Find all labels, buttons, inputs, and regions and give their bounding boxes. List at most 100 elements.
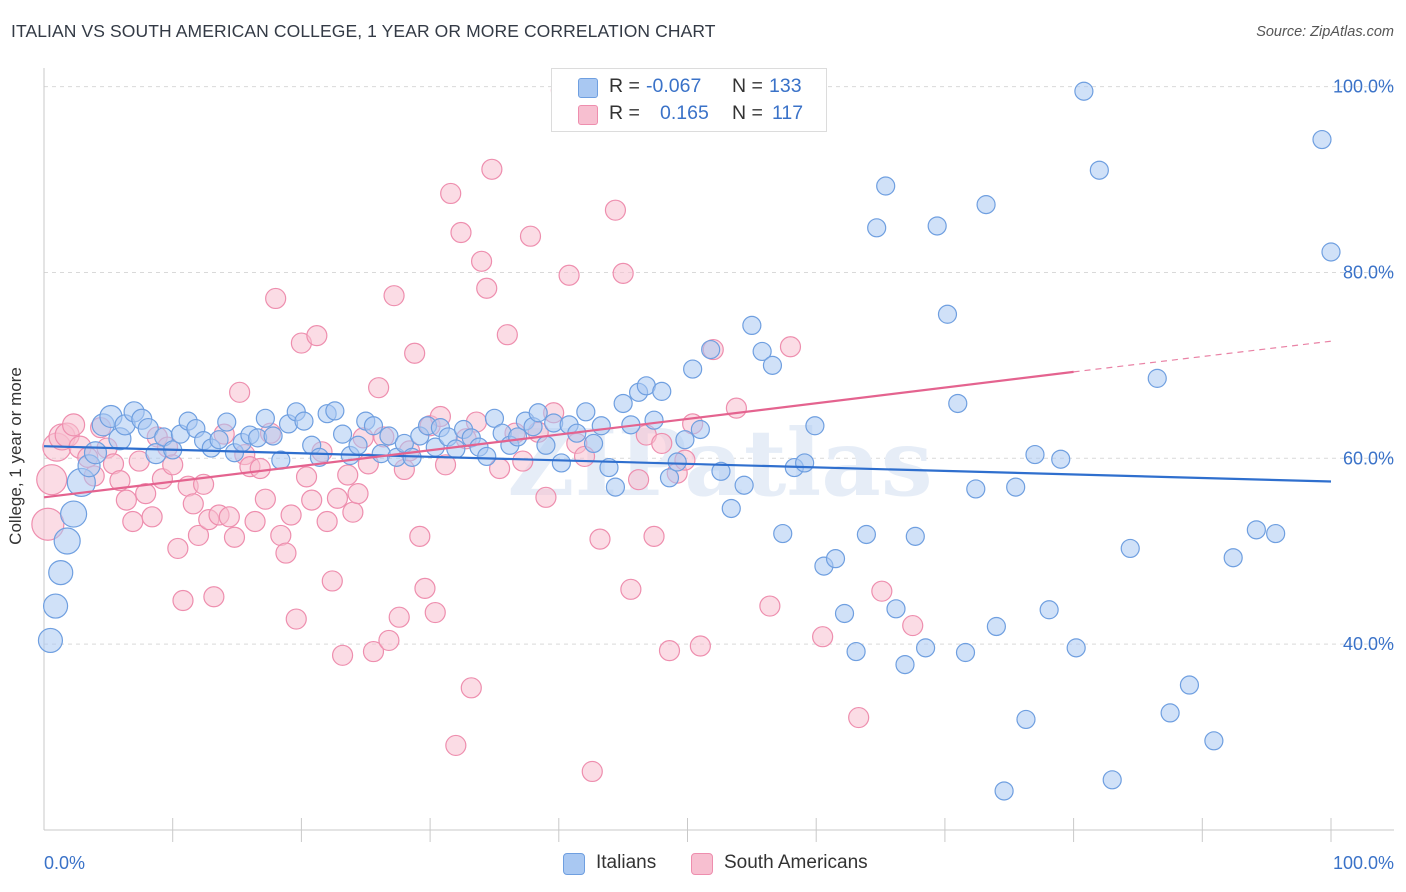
italians-point: [683, 359, 703, 379]
south-americans-point: [244, 510, 266, 533]
chart-title: ITALIAN VS SOUTH AMERICAN COLLEGE, 1 YEA…: [11, 21, 716, 41]
legend-n-value: 133: [769, 75, 802, 97]
south-americans-point: [285, 608, 307, 630]
italians-point: [1102, 770, 1122, 790]
south-americans-point: [434, 454, 457, 476]
south-americans-point: [172, 589, 194, 612]
italians-point: [1120, 538, 1140, 559]
south-americans-point: [316, 510, 338, 533]
italians-point: [325, 401, 345, 421]
south-americans-point: [187, 524, 210, 547]
italians-point: [734, 475, 754, 495]
south-americans-point: [496, 324, 518, 346]
italians-point: [659, 468, 680, 488]
italians-point: [599, 457, 619, 478]
south-americans-point: [535, 486, 557, 508]
italians-point: [895, 654, 915, 675]
x-tick-label-min: 0.0%: [44, 853, 85, 873]
south-americans-point: [280, 504, 302, 526]
y-tick-label: 40.0%: [1343, 634, 1394, 654]
south-americans-point: [779, 336, 802, 358]
italians-point: [1312, 129, 1332, 150]
italians-point: [825, 549, 846, 569]
south-americans-point: [558, 264, 580, 286]
italians-point: [762, 355, 783, 375]
south-americans-point: [141, 506, 163, 528]
south-americans-point: [470, 250, 493, 272]
south-americans-point: [581, 760, 603, 783]
south-americans-point: [460, 677, 482, 699]
italians-trend-line: [43, 445, 1332, 483]
south-americans-point: [167, 537, 189, 560]
south-americans-point: [203, 586, 225, 608]
italians-point: [675, 430, 695, 450]
italians-point: [834, 603, 855, 624]
south-americans-point: [759, 595, 781, 617]
south-americans-point: [109, 469, 131, 492]
italians-point: [263, 426, 283, 446]
south-americans-point: [902, 614, 924, 637]
south-americans-point: [229, 381, 251, 403]
south-americans-trend-extension: [1073, 340, 1332, 373]
south-americans-point: [871, 580, 893, 602]
south-americans-point: [249, 457, 271, 480]
south-americans-point: [342, 501, 364, 523]
italians-point: [1246, 520, 1266, 540]
italians-point: [667, 452, 687, 472]
y-tick-label: 80.0%: [1343, 262, 1394, 282]
italians-point: [856, 524, 876, 545]
south-americans-point: [658, 640, 681, 662]
south-americans-point: [347, 483, 369, 505]
south-americans-point: [378, 629, 400, 652]
legend-row-italians: R = -0.067 N = 133: [552, 75, 826, 101]
south-americans-point: [725, 397, 748, 419]
italians-point: [905, 526, 925, 546]
south-americans-legend-swatch: [691, 853, 713, 875]
italians-point: [937, 304, 958, 324]
south-americans-point: [450, 221, 472, 244]
italians-point: [795, 453, 815, 473]
south-americans-point: [424, 601, 446, 624]
south-americans-point: [295, 466, 318, 488]
south-americans-point: [321, 570, 343, 592]
south-americans-point: [476, 277, 498, 299]
south-americans-point: [512, 450, 534, 472]
south-americans-point: [115, 489, 137, 511]
south-americans-point: [651, 432, 673, 455]
south-americans-swatch: [578, 105, 598, 125]
italians-point: [551, 453, 571, 473]
italians-point: [948, 393, 968, 414]
legend-r-value: 0.165: [660, 102, 709, 124]
south-americans-point: [409, 525, 431, 547]
italians-points: [37, 81, 1341, 801]
south-americans-point: [306, 325, 328, 347]
italians-point: [605, 477, 626, 497]
italians-point: [137, 417, 159, 440]
italians-point: [1016, 709, 1036, 730]
italians-point: [1321, 242, 1341, 262]
south-americans-point: [270, 524, 292, 547]
italians-point: [1204, 731, 1224, 751]
south-americans-point: [612, 262, 634, 284]
south-americans-point: [414, 577, 436, 599]
legend-n-label: N =: [732, 102, 763, 124]
south-americans-point: [848, 706, 870, 729]
italians-point: [773, 523, 793, 544]
south-americans-point: [589, 528, 611, 550]
south-americans-point: [519, 225, 542, 247]
south-americans-point: [383, 285, 405, 307]
south-americans-point: [331, 644, 354, 666]
y-axis-label: College, 1 year or more: [6, 367, 25, 545]
italians-point: [576, 402, 596, 422]
italians-point: [60, 500, 88, 528]
italians-point: [613, 393, 633, 414]
italians-point: [48, 559, 74, 586]
x-axis-ticks: [172, 818, 1332, 842]
italians-point: [37, 627, 64, 654]
italians-point: [255, 408, 275, 428]
south-americans-point: [218, 506, 240, 528]
italians-point: [332, 424, 353, 444]
italians-point: [1051, 449, 1071, 469]
italians-point: [915, 638, 936, 658]
south-americans-point: [31, 507, 65, 541]
